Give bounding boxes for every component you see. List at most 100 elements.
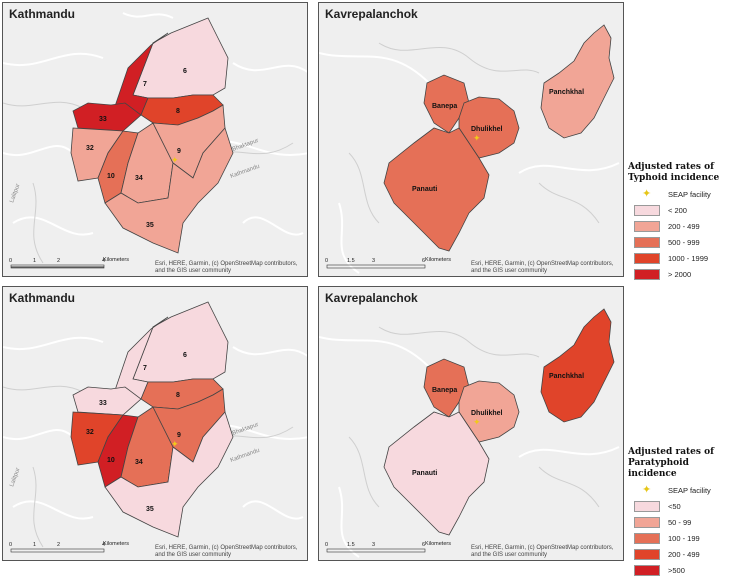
legend-label: <50: [668, 502, 681, 511]
place-label-lalitpur: Lalitpur: [9, 183, 21, 204]
ward-labels: 6 7 8 33 32 10 34 9 35: [86, 68, 187, 229]
map-panel-kathmandu-paratyphoid: Bhaktapur Kathmandu Lalitpur 6 7 8 33 32…: [2, 286, 308, 561]
ward-label-34: 34: [135, 175, 143, 182]
muni-panchkhal: [540, 24, 615, 139]
basemap-rivers: [348, 42, 600, 224]
map-credit: Esri, HERE, Garmin, (c) OpenStreetMap co…: [471, 261, 614, 274]
scale-tick-0: 0: [9, 258, 12, 264]
legend-title: Adjusted rates of Paratyphoid incidence: [628, 447, 714, 479]
seap-facility-star: ✦: [473, 417, 481, 427]
basemap-roads: [319, 52, 620, 274]
muni-label-banepa: Banepa: [432, 387, 457, 394]
legend-label: 500 - 999: [668, 238, 700, 247]
scale-unit: Kilometers: [425, 541, 451, 547]
ward-labels: 6 7 8 33 32 10 34 9 35: [86, 352, 187, 513]
kavrepalanchok-paratyphoid-svg: Banepa Dhulikhel Panauti Panchkhal ✦: [319, 308, 620, 558]
ward-label-33: 33: [99, 400, 107, 407]
ward-33: [72, 386, 142, 416]
muni-panchkhal: [540, 308, 615, 423]
scale-tick-1-5: 1.5: [347, 542, 355, 548]
muni-label-panchkhal: Panchkhal: [549, 89, 584, 96]
scale-tick-3: 3: [372, 258, 375, 264]
seap-facility-star: ✦: [642, 484, 652, 496]
scale-tick-0: 0: [325, 542, 328, 548]
muni-label-panauti: Panauti: [412, 186, 437, 193]
muni-labels: Banepa Dhulikhel Panauti Panchkhal: [412, 89, 584, 193]
scale-tick-6: 6: [422, 258, 425, 264]
legend-label: 200 - 499: [668, 222, 700, 231]
scale-tick-4: 4: [102, 542, 105, 548]
ward-label-10: 10: [107, 173, 115, 180]
map-credit: Esri, HERE, Garmin, (c) OpenStreetMap co…: [155, 261, 298, 274]
muni-panauti: [383, 127, 490, 252]
legend-item: 50 - 99: [628, 515, 723, 531]
scale-unit: Kilometers: [103, 541, 129, 547]
legend-swatch: [634, 501, 660, 512]
scale-unit: Kilometers: [103, 257, 129, 263]
muni-label-dhulikhel: Dhulikhel: [471, 126, 503, 133]
map-credit: Esri, HERE, Garmin, (c) OpenStreetMap co…: [155, 545, 298, 558]
ward-label-33: 33: [99, 116, 107, 123]
seap-facility-star: ✦: [171, 439, 179, 449]
muni-dhulikhel: [458, 96, 520, 159]
muni-dhulikhel: [458, 380, 520, 443]
ward-label-8: 8: [176, 392, 180, 399]
ward-33: [72, 102, 142, 132]
scale-tick-0: 0: [325, 258, 328, 264]
seap-facility-star: ✦: [171, 155, 179, 165]
scale-tick-4: 4: [102, 258, 105, 264]
legend-facility-row: ✦ SEAP facility: [628, 187, 723, 203]
legend-swatch: [634, 237, 660, 248]
legend-swatch: [634, 533, 660, 544]
muni-label-panchkhal: Panchkhal: [549, 373, 584, 380]
scale-tick-2: 2: [57, 542, 60, 548]
place-label-kathmandu: Kathmandu: [230, 448, 261, 464]
legend-swatch: [634, 221, 660, 232]
place-label-lalitpur: Lalitpur: [9, 467, 21, 488]
muni-labels: Banepa Dhulikhel Panauti Panchkhal: [412, 373, 584, 477]
legend-item: 100 - 199: [628, 531, 723, 547]
kathmandu-typhoid-svg: Bhaktapur Kathmandu Lalitpur 6 7 8 33 32…: [3, 12, 307, 264]
scale-unit: Kilometers: [425, 257, 451, 263]
ward-label-10: 10: [107, 457, 115, 464]
kavrepalanchok-typhoid-svg: Banepa Dhulikhel Panauti Panchkhal ✦: [319, 24, 620, 274]
kathmandu-paratyphoid-svg: Bhaktapur Kathmandu Lalitpur 6 7 8 33 32…: [3, 301, 307, 548]
place-label-bhaktapur: Bhaktapur: [232, 138, 260, 153]
legend-label: 1000 - 1999: [668, 254, 709, 263]
legend-item: 1000 - 1999: [628, 251, 723, 267]
scale-tick-3: 3: [372, 542, 375, 548]
legend-label: >500: [668, 566, 685, 575]
map-credit: Esri, HERE, Garmin, (c) OpenStreetMap co…: [471, 545, 614, 558]
ward-label-9: 9: [177, 432, 181, 439]
legend-label: 50 - 99: [668, 518, 692, 527]
ward-label-9: 9: [177, 148, 181, 155]
scale-tick-2: 2: [57, 258, 60, 264]
map-panel-kavrepalanchok-paratyphoid: Banepa Dhulikhel Panauti Panchkhal ✦ Kav…: [318, 286, 624, 561]
legend-label: 100 - 199: [668, 534, 700, 543]
legend-item: 200 - 499: [628, 219, 723, 235]
ward-label-6: 6: [183, 352, 187, 359]
legend-facility-label: SEAP facility: [668, 486, 711, 495]
panel-title: Kathmandu: [9, 291, 75, 305]
panel-title: Kavrepalanchok: [325, 7, 418, 21]
muni-panauti: [383, 411, 490, 536]
basemap-roads: [319, 336, 620, 558]
legend-paratyphoid: Adjusted rates of Paratyphoid incidence …: [628, 447, 723, 579]
legend-label: 200 - 499: [668, 550, 700, 559]
legend-label: < 200: [668, 206, 687, 215]
ward-label-8: 8: [176, 108, 180, 115]
scale-bar: 0 1 2 4: [9, 258, 105, 269]
scale-tick-1-5: 1.5: [347, 258, 355, 264]
map-panel-kavrepalanchok-typhoid: Banepa Dhulikhel Panauti Panchkhal ✦ Kav…: [318, 2, 624, 277]
legend-swatch: [634, 549, 660, 560]
panel-title: Kathmandu: [9, 7, 75, 21]
seap-facility-star: ✦: [642, 188, 652, 200]
place-label-bhaktapur: Bhaktapur: [232, 422, 260, 437]
scale-tick-0: 0: [9, 542, 12, 548]
legend-title: Adjusted rates of Typhoid incidence: [628, 162, 720, 183]
legend-label: > 2000: [668, 270, 692, 279]
legend-item: < 200: [628, 203, 723, 219]
legend-item: > 2000: [628, 267, 723, 283]
legend-facility-row: ✦ SEAP facility: [628, 483, 723, 499]
legend-facility-label: SEAP facility: [668, 190, 711, 199]
